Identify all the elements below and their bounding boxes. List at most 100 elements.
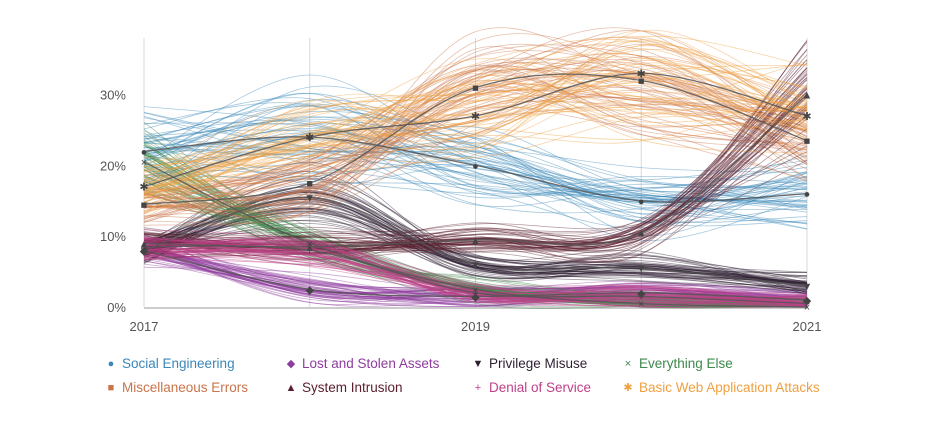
legend-marker: ◆ (286, 358, 296, 370)
simulation-line (143, 104, 808, 212)
simulation-line (143, 89, 808, 208)
simulation-line (143, 104, 808, 208)
simulation-line (143, 67, 808, 246)
simulation-line (143, 83, 808, 189)
simulation-line (143, 255, 808, 307)
simulation-line (143, 211, 808, 284)
simulation-line (143, 43, 808, 199)
data-point-marker: × (141, 157, 147, 169)
simulation-line (143, 186, 808, 290)
legend-item: ▼ Privilege Misuse (471, 356, 621, 371)
simulation-line (143, 177, 808, 290)
legend-marker: × (624, 357, 632, 370)
simulation-line (143, 246, 808, 308)
simulation-line (143, 105, 808, 196)
simulation-line (143, 197, 808, 291)
simulation-line (143, 243, 808, 300)
y-tick-label: 0% (107, 300, 126, 315)
simulation-line (143, 58, 808, 191)
simulation-line (143, 247, 808, 308)
simulation-line (143, 62, 808, 199)
simulation-line (143, 94, 808, 207)
simulation-line (143, 126, 808, 193)
simulation-line (143, 247, 808, 302)
simulation-line (143, 68, 808, 198)
data-point-marker: ◆ (637, 288, 646, 300)
simulation-line (143, 100, 808, 210)
simulation-line (143, 58, 808, 203)
simulation-line (143, 88, 808, 260)
simulation-line (143, 64, 808, 174)
legend-label: Denial of Service (489, 380, 592, 395)
simulation-line (143, 248, 808, 305)
simulation-line (143, 243, 808, 305)
series-mean-line-2 (143, 196, 808, 287)
simulation-line (143, 108, 808, 263)
simulation-line (143, 27, 808, 207)
simulation-line (143, 89, 808, 171)
series-mean-line-4 (143, 73, 808, 206)
simulation-line (143, 92, 808, 224)
simulation-line (143, 27, 808, 209)
simulation-line (143, 247, 808, 305)
legend-item: ✱ Basic Web Application Attacks (621, 380, 861, 395)
bundle-5 (143, 40, 808, 265)
simulation-line (143, 97, 808, 225)
simulation-line (143, 103, 808, 195)
data-point-marker: + (307, 245, 313, 257)
data-point-marker: ■ (306, 178, 313, 190)
simulation-line (143, 155, 808, 202)
simulation-line (143, 254, 808, 294)
data-point-marker: ▼ (139, 245, 150, 257)
simulation-line (143, 72, 808, 203)
simulation-line (143, 249, 808, 307)
simulation-line (143, 153, 808, 306)
series-mean-line-7 (143, 72, 808, 188)
simulation-line (143, 258, 808, 307)
simulation-line (143, 118, 808, 207)
x-tick-label: 2021 (793, 319, 822, 334)
simulation-line (143, 65, 808, 214)
simulation-line (143, 72, 808, 212)
simulation-line (143, 64, 808, 220)
simulation-line (143, 86, 808, 195)
simulation-line (143, 70, 808, 199)
simulation-line (143, 59, 808, 253)
simulation-line (143, 150, 808, 305)
legend-marker: ▼ (472, 357, 484, 370)
simulation-line (143, 99, 808, 224)
simulation-line (143, 76, 808, 246)
simulation-line (143, 245, 808, 306)
simulation-line (143, 89, 808, 212)
simulation-line (143, 147, 808, 207)
simulation-line (143, 138, 808, 207)
simulation-line (143, 248, 808, 298)
simulation-line (143, 248, 808, 306)
simulation-line (143, 67, 808, 182)
simulation-line (143, 67, 808, 250)
simulation-line (143, 137, 808, 222)
simulation-line (143, 153, 808, 308)
simulation-line (143, 165, 808, 305)
simulation-line (143, 79, 808, 184)
simulation-line (143, 255, 808, 306)
simulation-line (143, 127, 808, 181)
simulation-line (143, 106, 808, 211)
simulation-line (143, 30, 808, 189)
simulation-line (143, 208, 808, 283)
data-point-marker: ▲ (470, 235, 481, 247)
simulation-line (143, 29, 808, 197)
simulation-line (143, 103, 808, 252)
simulation-line (143, 42, 808, 255)
simulation-line (143, 97, 808, 185)
data-point-marker: ▲ (304, 242, 315, 254)
data-point-marker: ▲ (636, 228, 647, 240)
simulation-line (143, 105, 808, 203)
simulation-line (143, 152, 808, 304)
legend-marker: ■ (107, 381, 115, 394)
simulation-line (143, 96, 808, 219)
legend-label: Everything Else (639, 356, 733, 371)
simulation-line (143, 116, 808, 203)
simulation-line (143, 89, 808, 220)
simulation-line (143, 169, 808, 309)
